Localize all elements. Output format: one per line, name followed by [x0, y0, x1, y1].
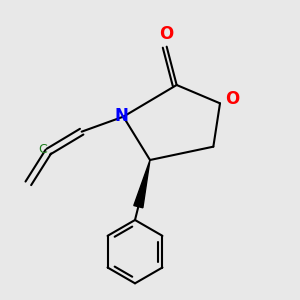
Polygon shape [134, 160, 150, 208]
Text: N: N [115, 107, 129, 125]
Text: C: C [38, 143, 47, 157]
Text: O: O [226, 90, 240, 108]
Text: O: O [160, 25, 174, 43]
